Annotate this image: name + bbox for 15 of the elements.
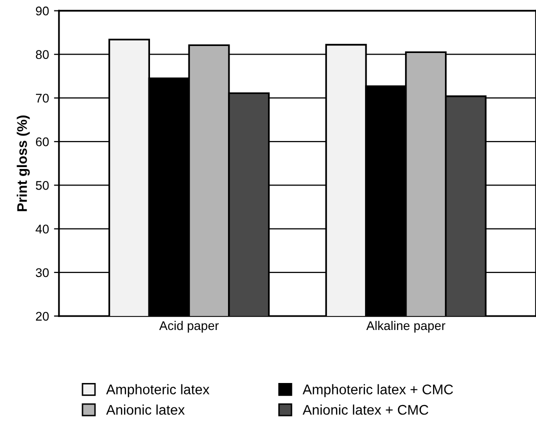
legend-label: Amphoteric latex + CMC [302,384,453,398]
legend-label: Amphoteric latex [106,384,210,398]
y-tick-label: 20 [36,312,49,321]
legend-label: Anionic latex [106,404,185,415]
y-tick-label: 50 [36,181,49,190]
x-tick-label: Alkaline paper [366,320,446,333]
x-tick-label: Acid paper [159,320,219,333]
y-tick-label: 70 [36,94,49,103]
y-tick-label: 40 [36,224,49,234]
y-tick-label: 80 [36,50,49,60]
y-tick-label: 90 [36,6,49,16]
y-tick-label: 30 [36,268,49,278]
y-tick-label: 60 [36,137,49,146]
legend-label: Anionic latex + CMC [302,404,428,415]
y-axis-title: Print gloss (%) [16,115,30,212]
